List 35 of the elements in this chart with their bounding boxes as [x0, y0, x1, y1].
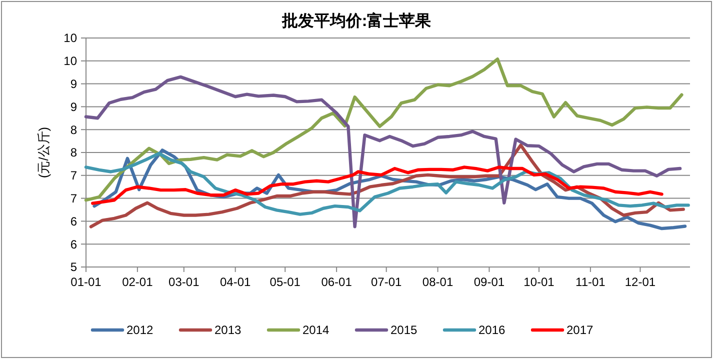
- x-tick-label: 01-01: [70, 275, 102, 289]
- x-tick-label: 07-01: [370, 275, 402, 289]
- x-tick-label: 11-01: [576, 275, 606, 289]
- legend-label: 2014: [302, 323, 330, 338]
- legend-label: 2013: [214, 323, 242, 338]
- y-tick-label: 8: [70, 122, 78, 137]
- y-axis-title: (元/公斤): [36, 126, 51, 178]
- x-tick-label: 09-01: [474, 275, 505, 289]
- y-tick-label: 5: [70, 260, 78, 274]
- y-tick-label: 10: [64, 31, 78, 46]
- y-tick-label: 6: [70, 214, 78, 228]
- line-series: [84, 75, 682, 228]
- line-series: [91, 166, 664, 205]
- x-tick-label: 08-01: [422, 275, 454, 289]
- line-series: [84, 152, 690, 216]
- line-series: [84, 57, 684, 202]
- x-tick-label: 02-01: [122, 275, 154, 289]
- y-tick-label: 8: [70, 146, 78, 160]
- x-tick-label: 04-01: [220, 275, 252, 289]
- y-tick-label: 6: [70, 237, 78, 252]
- chart-title: 批发平均价:富士苹果: [280, 11, 432, 30]
- y-tick-label: 9: [70, 77, 78, 91]
- legend-label: 2016: [478, 323, 506, 338]
- legend-label: 2017: [566, 323, 594, 338]
- legend-label: 2015: [390, 323, 418, 338]
- legend-label: 2012: [126, 323, 154, 338]
- y-tick-label: 7: [70, 192, 78, 206]
- y-tick-label: 7: [70, 168, 78, 183]
- x-tick-label: 05-01: [270, 275, 301, 289]
- y-tick-label: 9: [70, 100, 78, 114]
- x-tick-label: 03-01: [168, 275, 200, 289]
- y-tick-label: 10: [64, 54, 78, 68]
- x-tick-label: 06-01: [321, 275, 352, 289]
- x-tick-label: 10-01: [524, 275, 555, 289]
- x-tick-label: 12-01: [624, 275, 656, 289]
